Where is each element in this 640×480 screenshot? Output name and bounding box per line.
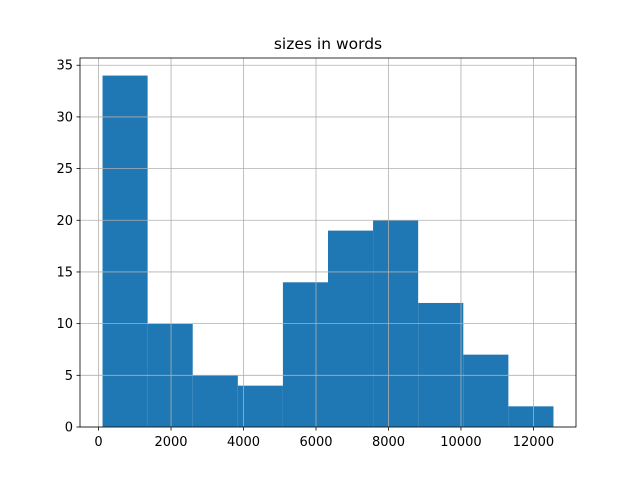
y-tick-label: 25 — [56, 162, 73, 177]
bar — [282, 282, 328, 427]
bar — [463, 354, 509, 427]
x-tick-label: 6000 — [299, 435, 332, 450]
y-tick-label: 30 — [56, 110, 73, 125]
x-tick-label: 12000 — [513, 435, 554, 450]
x-tick-label: 4000 — [227, 435, 260, 450]
bar — [328, 230, 374, 427]
x-tick-label: 2000 — [154, 435, 187, 450]
plot-frame — [79, 57, 577, 428]
bar — [508, 406, 554, 427]
chart-title: sizes in words — [274, 35, 382, 53]
bar — [237, 385, 283, 427]
y-tick-label: 5 — [65, 369, 73, 384]
y-tick-label: 10 — [56, 317, 73, 332]
y-tick-label: 15 — [56, 265, 73, 280]
y-tick-label: 35 — [56, 59, 73, 74]
x-tick-label: 8000 — [372, 435, 405, 450]
bar — [192, 375, 238, 427]
y-tick-label: 0 — [65, 421, 73, 436]
bar — [102, 75, 148, 428]
y-tick-label: 20 — [56, 214, 73, 229]
x-tick-label: 10000 — [440, 435, 481, 450]
x-tick-label: 0 — [94, 435, 102, 450]
bar — [418, 302, 464, 427]
